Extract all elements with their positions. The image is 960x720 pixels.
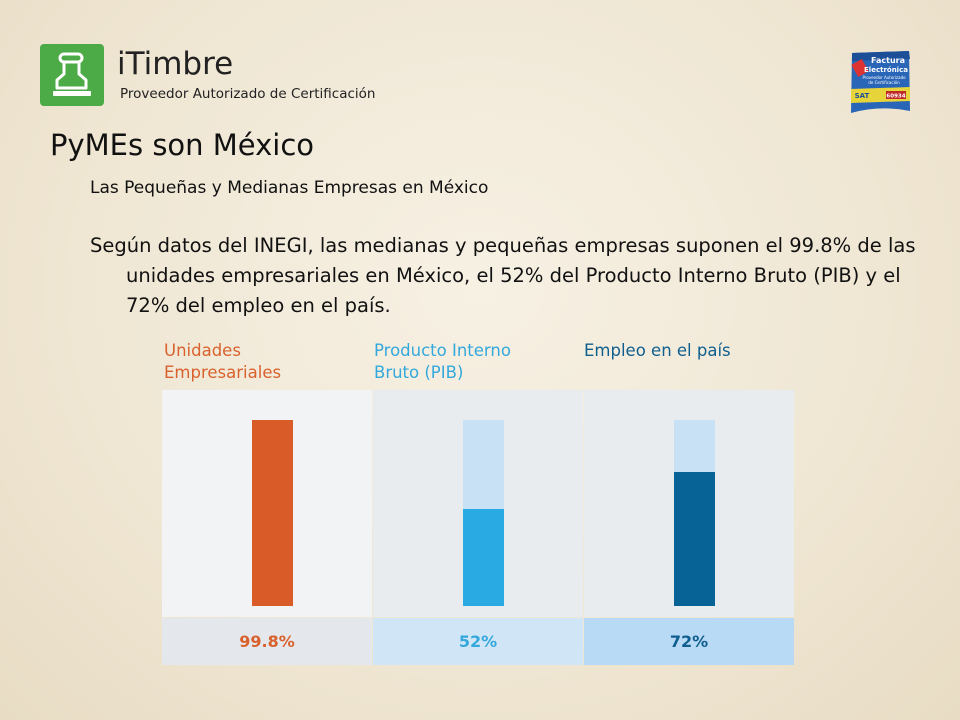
value-label-1: 52% xyxy=(373,618,583,665)
bar-track-0 xyxy=(252,420,293,606)
value-label-0: 99.8% xyxy=(162,618,372,665)
category-label-1: Producto Interno Bruto (PIB) xyxy=(374,341,511,382)
bar-1 xyxy=(463,509,504,606)
pymes-chart: Unidades Empresariales Producto Interno … xyxy=(162,335,794,665)
badge-line-1: Factura xyxy=(871,56,905,65)
bar-2 xyxy=(674,472,715,606)
slide-title: PyMEs son México xyxy=(50,128,315,162)
brand-subtitle: Proveedor Autorizado de Certificación xyxy=(120,86,376,102)
category-label-2: Empleo en el país xyxy=(584,341,731,360)
sat-certification-badge-icon: Factura Electrónica Proveedor Autorizado… xyxy=(848,49,913,115)
bar-0 xyxy=(252,420,293,606)
badge-line-3: Proveedor Autorizado xyxy=(862,75,906,80)
slide-body-text: Según datos del INEGI, las medianas y pe… xyxy=(90,234,916,317)
category-label-0: Unidades Empresariales xyxy=(164,341,282,382)
bar-track-1 xyxy=(463,420,504,606)
value-label-2: 72% xyxy=(584,618,794,665)
slide-subtitle: Las Pequeñas y Medianas Empresas en Méxi… xyxy=(90,178,489,198)
brand-name: iTimbre xyxy=(117,46,234,82)
itimbre-logo-icon xyxy=(40,44,104,106)
badge-line-5: SAT xyxy=(855,92,870,100)
bar-track-2 xyxy=(674,420,715,606)
badge-line-6: 60934 xyxy=(886,94,905,100)
badge-line-2: Electrónica xyxy=(864,66,908,74)
badge-line-4: de Certificación xyxy=(868,80,900,85)
